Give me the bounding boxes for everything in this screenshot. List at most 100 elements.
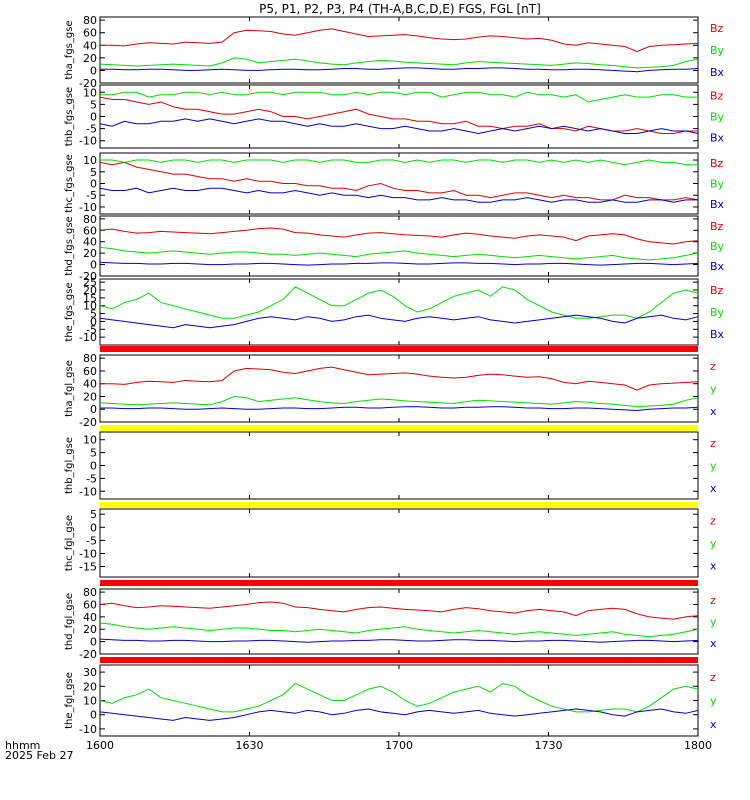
time-axis-label: hhmm xyxy=(5,739,40,752)
y-tick-label: -10 xyxy=(79,723,97,736)
y-tick-label: 40 xyxy=(83,378,97,391)
series-y xyxy=(99,682,699,713)
y-axis-label: tha_fgl_gse xyxy=(64,360,75,417)
series-Bx xyxy=(99,187,698,203)
y-axis-label: thc_fgl_gse xyxy=(64,515,75,571)
y-tick-label: 25 xyxy=(83,276,97,289)
legend-By: By xyxy=(710,178,725,191)
y-tick-label: 5 xyxy=(90,508,97,521)
y-tick-label: 0 xyxy=(90,709,97,722)
legend-Bx: Bx xyxy=(710,198,725,211)
legend-Bx: Bx xyxy=(710,66,725,79)
series-By xyxy=(100,159,698,166)
y-axis-label: the_fgs_gse xyxy=(64,282,75,341)
legend-z: z xyxy=(710,594,716,607)
y-axis-label: tha_fgs_gse xyxy=(64,20,75,79)
y-axis-label: thb_fgs_gse xyxy=(64,87,75,146)
y-tick-label: 0 xyxy=(90,178,97,191)
y-tick-label: 0 xyxy=(90,460,97,473)
series-Bz xyxy=(99,161,699,201)
y-tick-label: 30 xyxy=(83,666,97,679)
y-tick-label: 10 xyxy=(83,154,97,167)
y-tick-label: 0 xyxy=(90,315,97,328)
panel-frame xyxy=(99,508,699,578)
y-tick-label: 10 xyxy=(83,434,97,447)
legend-Bz: Bz xyxy=(710,284,724,297)
y-tick-label: -20 xyxy=(79,270,97,283)
series-Bz xyxy=(100,28,699,53)
flag-bar xyxy=(100,580,698,586)
legend-z: z xyxy=(710,360,716,373)
panel-frame xyxy=(99,16,699,84)
y-tick-label: 10 xyxy=(83,300,97,313)
y-tick-label: -5 xyxy=(86,472,97,485)
y-tick-label: 40 xyxy=(83,611,97,624)
y-tick-label: 20 xyxy=(83,623,97,636)
panel-frame xyxy=(99,152,699,215)
y-tick-label: 80 xyxy=(83,213,97,226)
panel-frame xyxy=(99,431,699,500)
legend-Bz: Bz xyxy=(710,90,724,103)
y-tick-label: 20 xyxy=(83,390,97,403)
y-axis-label: the_fgl_gse xyxy=(64,672,75,729)
y-axis-label: thb_fgl_gse xyxy=(64,437,75,494)
flag-bar xyxy=(100,346,698,352)
y-tick-label: -10 xyxy=(79,485,97,498)
legend-x: x xyxy=(710,405,717,418)
panel-frame xyxy=(99,354,699,423)
series-Bx xyxy=(99,261,699,266)
panel-frame xyxy=(99,215,699,277)
legend-x: x xyxy=(710,560,717,573)
y-tick-label: 60 xyxy=(83,365,97,378)
legend-x: x xyxy=(710,718,717,731)
flag-bar xyxy=(100,425,698,431)
legend-By: By xyxy=(710,44,725,57)
legend-By: By xyxy=(710,111,725,124)
series-z xyxy=(99,601,699,620)
time-tick-label: 1630 xyxy=(236,739,264,752)
y-tick-label: 20 xyxy=(83,680,97,693)
legend-Bz: Bz xyxy=(710,22,724,35)
series-By xyxy=(99,286,699,319)
y-tick-label: 80 xyxy=(83,14,97,27)
y-tick-label: 40 xyxy=(83,39,97,52)
panel-frame xyxy=(99,84,699,149)
legend-y: y xyxy=(710,695,717,708)
y-tick-label: 60 xyxy=(83,27,97,40)
y-tick-label: -10 xyxy=(79,135,97,148)
panel-thc_fgl_gse: 50-5-10-15 thc_fgl_gse zyx xyxy=(64,508,717,586)
time-tick-label: 1800 xyxy=(684,739,712,752)
legend-y: y xyxy=(710,616,717,629)
y-tick-label: -20 xyxy=(79,77,97,90)
y-tick-label: 5 xyxy=(90,98,97,111)
y-tick-label: 0 xyxy=(90,403,97,416)
panel-frame xyxy=(99,588,699,655)
y-tick-label: 0 xyxy=(90,111,97,124)
legend-Bx: Bx xyxy=(710,328,725,341)
y-tick-label: -5 xyxy=(86,123,97,136)
y-axis-label: thd_fgl_gse xyxy=(64,593,75,650)
legend-z: z xyxy=(710,671,716,684)
y-tick-label: 10 xyxy=(83,86,97,99)
series-x xyxy=(99,638,699,643)
legend-z: z xyxy=(710,437,716,450)
y-tick-label: -5 xyxy=(86,534,97,547)
y-axis-label: thc_fgs_gse xyxy=(64,154,75,213)
series-By xyxy=(100,91,698,103)
time-axis-date: 2025 Feb 27 xyxy=(5,749,73,762)
y-tick-label: 80 xyxy=(83,586,97,599)
y-tick-label: 5 xyxy=(90,308,97,321)
flag-bar xyxy=(100,502,698,508)
y-tick-label: -20 xyxy=(79,416,97,429)
y-tick-label: 5 xyxy=(90,447,97,460)
series-z xyxy=(100,366,699,391)
